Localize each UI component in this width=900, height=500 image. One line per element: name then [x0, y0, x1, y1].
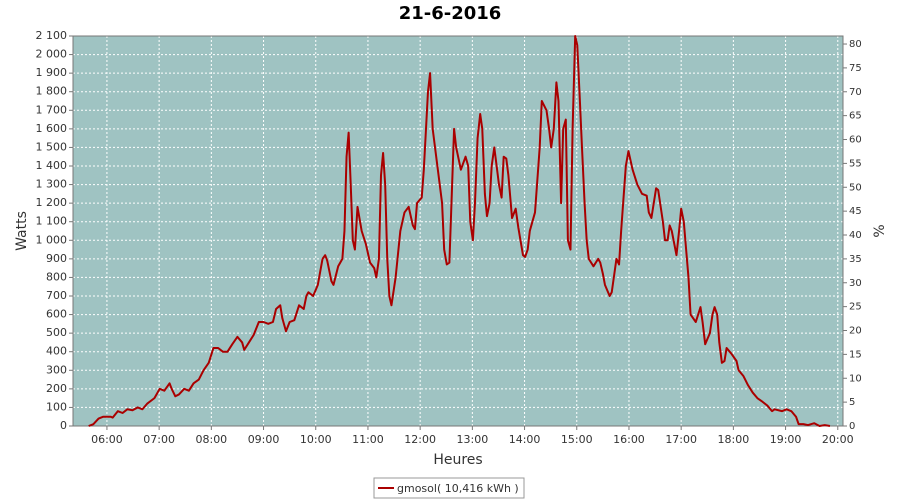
y-tick-label: 300	[46, 363, 67, 376]
y-tick-label: 100	[46, 400, 67, 413]
x-tick-label: 14:00	[509, 433, 541, 446]
y2-axis-title: %	[872, 224, 888, 237]
y2-tick-label: 65	[849, 111, 862, 122]
y-axis-title: Watts	[14, 211, 30, 251]
x-tick-label: 12:00	[404, 433, 436, 446]
data-line	[88, 35, 831, 427]
y2-tick-label: 20	[849, 326, 862, 337]
y2-tick-label: 80	[849, 39, 862, 50]
y-tick-label: 500	[46, 326, 67, 339]
y-tick-label: 1 400	[36, 159, 68, 172]
plot-border	[72, 35, 844, 427]
y-tick-label: 1 600	[36, 122, 68, 135]
x-tick-label: 09:00	[248, 433, 280, 446]
y2-tick-label: 0	[849, 421, 855, 432]
y2-tick-label: 15	[849, 349, 862, 360]
x-tick-label: 11:00	[352, 433, 384, 446]
x-tick-label: 16:00	[613, 433, 645, 446]
y-tick-label: 2 100	[36, 29, 68, 42]
y2-tick-label: 60	[849, 135, 862, 146]
y-tick-label: 900	[46, 252, 67, 265]
y-tick-label: 1 900	[36, 66, 68, 79]
y2-tick-label: 40	[849, 230, 862, 241]
x-tick-label: 18:00	[718, 433, 750, 446]
chart-title: 21-6-2016	[399, 3, 502, 24]
y2-tick-label: 35	[849, 254, 862, 265]
legend-box	[373, 477, 525, 499]
plot-area	[73, 36, 843, 426]
x-tick-label: 13:00	[457, 433, 489, 446]
y2-tick-label: 25	[849, 302, 862, 313]
x-tick-label: 10:00	[300, 433, 332, 446]
y2-tick-label: 50	[849, 182, 862, 193]
y-tick-label: 600	[46, 308, 67, 321]
x-tick-label: 08:00	[195, 433, 227, 446]
y-tick-label: 200	[46, 382, 67, 395]
x-tick-label: 20:00	[822, 433, 854, 446]
y-tick-label: 0	[60, 419, 67, 432]
y2-tick-label: 10	[849, 373, 862, 384]
x-tick-label: 19:00	[770, 433, 802, 446]
y2-tick-label: 5	[849, 397, 855, 408]
y2-tick-label: 30	[849, 278, 862, 289]
y-tick-label: 1 000	[36, 233, 68, 246]
y-tick-label: 1 800	[36, 85, 68, 98]
y-tick-label: 800	[46, 270, 67, 283]
x-tick-label: 17:00	[665, 433, 697, 446]
y2-tick-label: 70	[849, 87, 862, 98]
x-tick-label: 15:00	[561, 433, 593, 446]
y-tick-label: 700	[46, 289, 67, 302]
y-tick-label: 1 100	[36, 215, 68, 228]
legend-label: gmosol( 10,416 kWh )	[397, 482, 519, 495]
x-tick-label: 07:00	[143, 433, 175, 446]
y2-tick-label: 55	[849, 158, 862, 169]
x-tick-label: 06:00	[91, 433, 123, 446]
y-tick-label: 1 300	[36, 178, 68, 191]
x-axis-title: Heures	[433, 452, 482, 468]
y2-tick-label: 75	[849, 63, 862, 74]
y-tick-label: 2 000	[36, 48, 68, 61]
y-tick-label: 400	[46, 345, 67, 358]
y-tick-label: 1 700	[36, 103, 68, 116]
y2-tick-label: 45	[849, 206, 862, 217]
y-tick-label: 1 500	[36, 140, 68, 153]
y-tick-label: 1 200	[36, 196, 68, 209]
